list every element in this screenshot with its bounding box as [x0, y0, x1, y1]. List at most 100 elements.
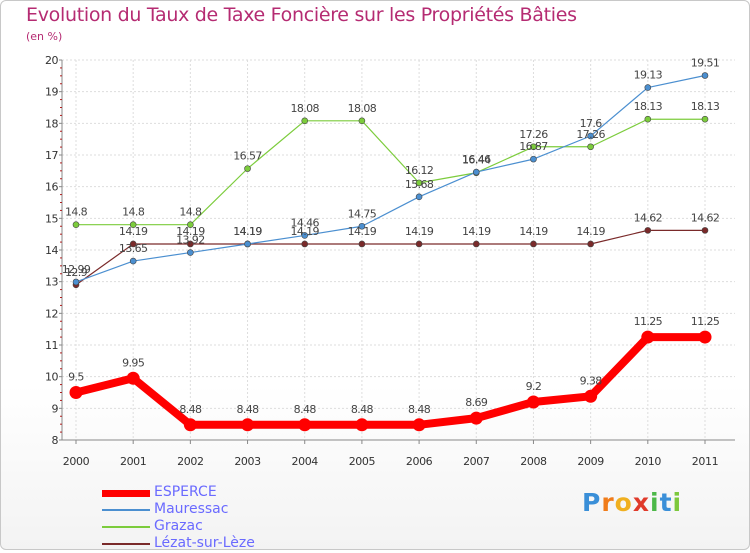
y-axis-unit-label: (en %) — [26, 30, 63, 43]
data-label: 16.12 — [405, 164, 434, 177]
proxiti-logo: Proxiti — [582, 488, 682, 517]
data-label: 9.38 — [580, 374, 603, 387]
data-label: 14.8 — [65, 206, 88, 219]
series-line-grazac — [75, 118, 706, 226]
data-point — [412, 418, 426, 432]
data-point — [241, 418, 255, 432]
data-point — [644, 115, 652, 123]
data-label: 18.13 — [634, 100, 663, 113]
data-label: 14.19 — [233, 225, 262, 238]
logo-letter: P — [582, 488, 602, 517]
data-label: 16.46 — [462, 153, 491, 166]
y-tick-label: 17 — [45, 149, 58, 162]
y-tick-label: 13 — [45, 276, 58, 289]
data-label: 13.92 — [176, 234, 205, 247]
data-point — [187, 240, 194, 248]
x-tick-label: 2009 — [577, 455, 604, 468]
data-point — [72, 278, 80, 286]
x-tick-label: 2004 — [292, 455, 319, 468]
data-label: 18.13 — [691, 100, 720, 113]
data-label: 13.65 — [119, 242, 148, 255]
legend-swatch-lezat — [102, 543, 150, 545]
y-tick-label: 19 — [45, 86, 58, 99]
data-point — [301, 232, 309, 239]
y-tick-label: 15 — [45, 212, 58, 225]
y-tick-label: 20 — [45, 54, 58, 67]
data-label: 8.69 — [465, 396, 488, 409]
data-point — [126, 371, 140, 385]
data-label: 14.19 — [119, 225, 148, 238]
data-point — [526, 395, 540, 409]
series-line-esperce — [72, 333, 709, 429]
data-label: 14.19 — [519, 225, 548, 238]
x-tick-label: 2003 — [234, 455, 261, 468]
data-point — [358, 117, 366, 125]
legend-label-grazac: Grazac — [154, 518, 203, 534]
data-point — [358, 240, 366, 248]
legend-swatch-esperce — [102, 490, 150, 497]
x-tick-label: 2000 — [63, 455, 90, 468]
data-point — [69, 386, 83, 399]
data-label: 15.68 — [405, 178, 434, 191]
data-point — [301, 240, 309, 248]
data-label: 14.62 — [634, 211, 663, 224]
data-point — [587, 132, 594, 140]
data-point — [644, 227, 652, 234]
data-point — [183, 418, 197, 432]
data-label: 8.48 — [351, 403, 374, 416]
data-point — [298, 418, 312, 432]
x-tick-label: 2007 — [463, 455, 490, 468]
data-label: 9.95 — [122, 356, 145, 369]
data-point — [415, 240, 423, 248]
data-point — [641, 330, 655, 344]
data-point — [469, 411, 483, 425]
data-label: 16.44 — [462, 154, 491, 167]
data-label: 14.19 — [290, 225, 319, 238]
data-label: 14.19 — [348, 225, 377, 238]
data-label: 18.08 — [290, 102, 319, 115]
logo-letter: t — [659, 488, 673, 517]
data-label: 14.46 — [290, 216, 319, 229]
data-label: 14.19 — [405, 225, 434, 238]
data-label: 11.25 — [634, 315, 663, 328]
data-label: 16.57 — [233, 150, 262, 163]
x-tick-label: 2006 — [406, 455, 433, 468]
data-point — [701, 227, 709, 234]
data-point — [530, 155, 537, 163]
data-label: 12.9 — [65, 266, 88, 279]
data-point — [584, 389, 598, 403]
data-label: 14.19 — [176, 225, 205, 238]
data-point — [358, 222, 366, 230]
data-label: 19.51 — [691, 57, 720, 70]
y-tick-label: 12 — [45, 307, 58, 320]
data-point — [129, 257, 137, 265]
data-label: 16.87 — [519, 140, 548, 153]
data-point — [72, 221, 80, 228]
data-point — [129, 240, 137, 248]
y-tick-label: 18 — [45, 117, 58, 130]
x-tick-label: 2005 — [349, 455, 376, 468]
data-point — [701, 115, 709, 123]
data-label: 9.2 — [526, 380, 542, 393]
data-label: 8.48 — [236, 403, 259, 416]
data-point — [644, 84, 652, 91]
data-point — [129, 221, 137, 228]
x-tick-label: 2011 — [692, 455, 718, 468]
data-point — [701, 72, 709, 79]
data-point — [301, 117, 309, 125]
data-label: 18.08 — [348, 102, 377, 115]
data-label: 14.8 — [122, 206, 145, 219]
data-label: 14.8 — [179, 206, 202, 219]
x-tick-label: 2010 — [635, 455, 662, 468]
data-label: 14.75 — [348, 207, 377, 220]
logo-letter: i — [672, 488, 683, 517]
data-label: 8.48 — [408, 403, 431, 416]
data-point — [244, 165, 251, 172]
y-tick-label: 10 — [45, 371, 58, 384]
y-tick-label: 14 — [45, 244, 58, 257]
y-tick-label: 16 — [45, 181, 58, 194]
data-label: 14.19 — [576, 225, 605, 238]
data-label: 14.62 — [691, 211, 720, 224]
logo-letter: o — [614, 488, 633, 517]
